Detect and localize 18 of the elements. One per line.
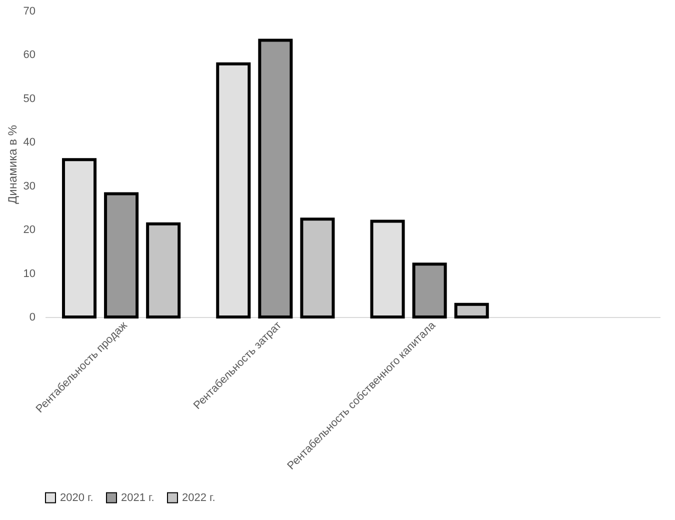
bar bbox=[412, 262, 447, 318]
y-tick-label: 40 bbox=[23, 136, 36, 149]
y-axis-title: Динамика в % bbox=[5, 124, 20, 204]
bar bbox=[300, 218, 335, 318]
bar bbox=[258, 38, 293, 318]
y-tick-label: 10 bbox=[23, 268, 36, 280]
legend-label: 2020 г. bbox=[60, 492, 94, 504]
bar bbox=[454, 302, 489, 318]
bar bbox=[104, 192, 139, 318]
y-tick-label: 60 bbox=[23, 49, 36, 62]
y-tick-label: 70 bbox=[23, 6, 36, 18]
y-tick-label: 50 bbox=[23, 92, 36, 105]
legend-label: 2022 г. bbox=[182, 492, 216, 504]
bar bbox=[146, 222, 181, 318]
y-tick-label: 30 bbox=[23, 180, 36, 192]
legend-label: 2021 г. bbox=[121, 492, 154, 504]
y-tick-label: 0 bbox=[29, 312, 36, 324]
y-tick-label: 20 bbox=[23, 224, 36, 236]
